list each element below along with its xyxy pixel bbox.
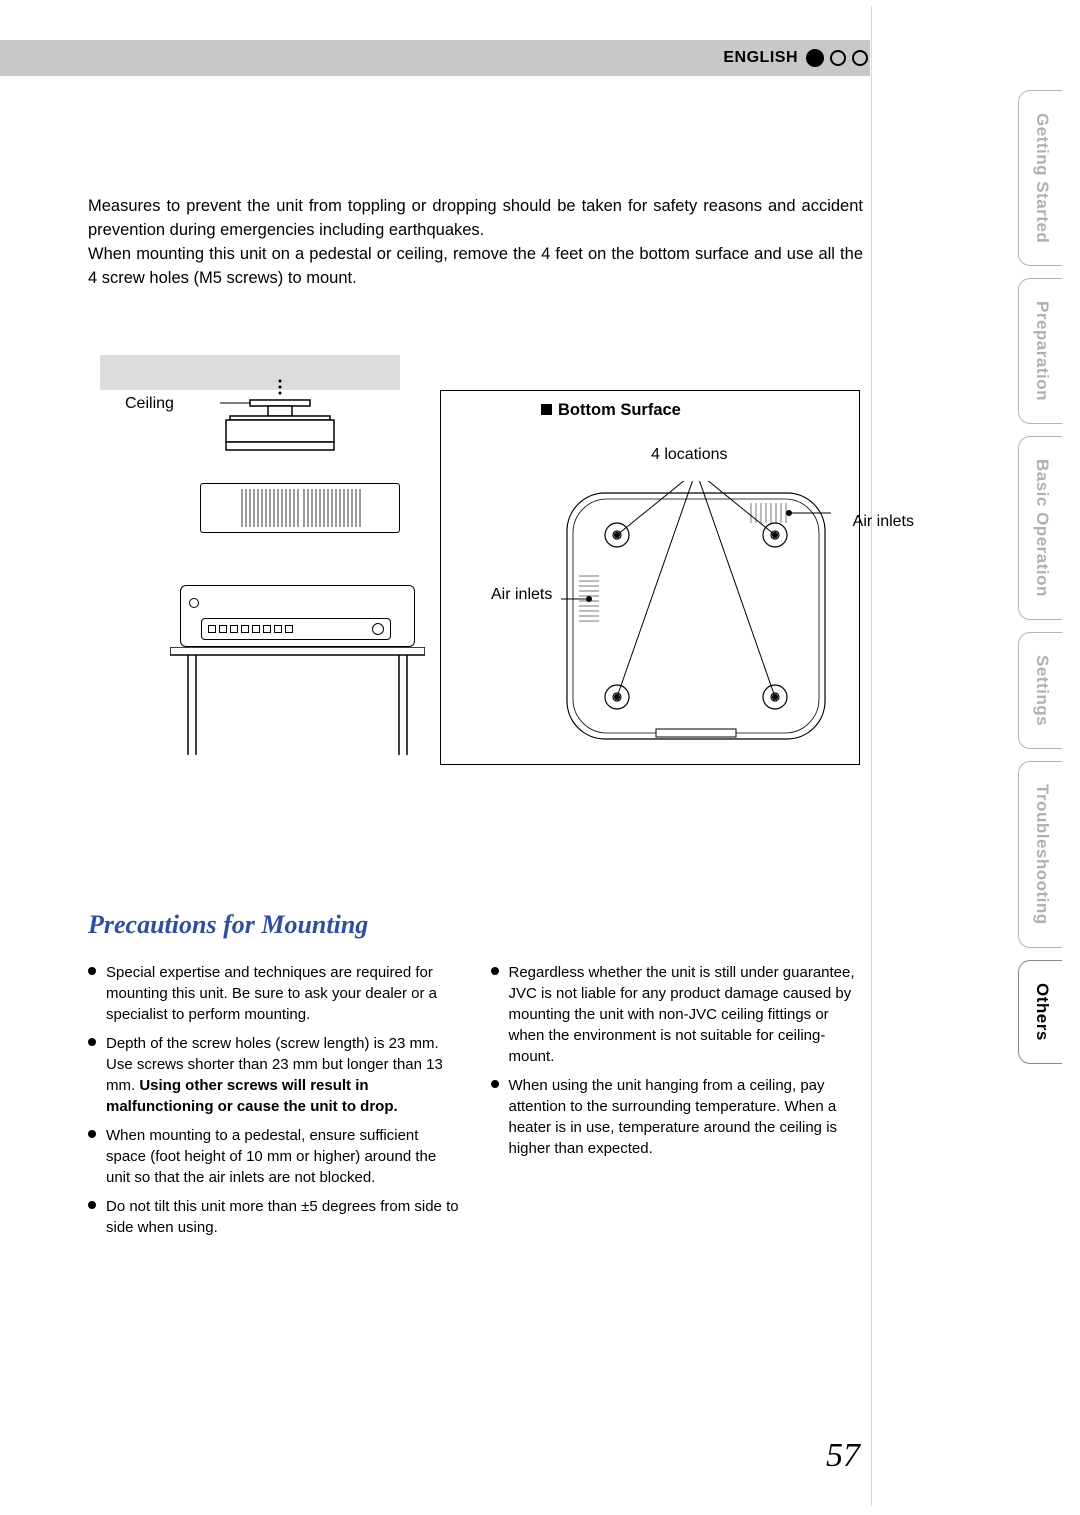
tab-troubleshooting[interactable]: Troubleshooting <box>1018 761 1062 948</box>
section-title: Precautions for Mounting <box>88 910 863 940</box>
list-item: Do not tilt this unit more than ±5 degre… <box>88 1196 461 1238</box>
tab-getting-started[interactable]: Getting Started <box>1018 90 1062 266</box>
pedestal-mount-figure <box>180 585 415 760</box>
intro-paragraph-2: When mounting this unit on a pedestal or… <box>88 243 863 291</box>
language-dots <box>806 49 868 67</box>
dot-empty-icon <box>830 50 846 66</box>
ceiling-label: Ceiling <box>125 395 174 413</box>
lens-icon <box>189 598 199 608</box>
list-item: When mounting to a pedestal, ensure suff… <box>88 1125 461 1188</box>
list-item: When using the unit hanging from a ceili… <box>491 1075 864 1159</box>
precautions-section: Precautions for Mounting Special experti… <box>88 910 863 1246</box>
four-locations-label: 4 locations <box>651 446 728 464</box>
language-indicator: ENGLISH <box>723 40 868 76</box>
list-item: Special expertise and techniques are req… <box>88 962 461 1025</box>
intro-paragraph-1: Measures to prevent the unit from toppli… <box>88 195 863 243</box>
projector-ceiling-icon <box>200 483 400 533</box>
left-column: Special expertise and techniques are req… <box>88 962 461 1246</box>
ceiling-bracket-icon <box>220 375 400 495</box>
mounting-diagram: Ceiling <box>100 355 860 785</box>
manual-page: ENGLISH Measures to prevent the unit fro… <box>0 0 1080 1515</box>
tab-settings[interactable]: Settings <box>1018 632 1062 749</box>
tab-basic-operation[interactable]: Basic Operation <box>1018 436 1062 620</box>
air-inlets-left-label: Air inlets <box>491 586 552 604</box>
list-item: Depth of the screw holes (screw length) … <box>88 1033 461 1117</box>
projector-front-icon <box>180 585 415 647</box>
pedestal-table-icon <box>170 647 425 757</box>
bottom-surface-callout: Bottom Surface 4 locations Air inlets Ai… <box>440 390 860 765</box>
side-tabs: Getting Started Preparation Basic Operat… <box>1018 90 1062 1064</box>
ceiling-mount-figure: Ceiling <box>100 375 400 565</box>
vertical-rule <box>871 6 872 1506</box>
vent-icon <box>303 489 361 527</box>
control-panel-icon <box>201 618 391 640</box>
two-column-layout: Special expertise and techniques are req… <box>88 962 863 1246</box>
air-inlets-right-label: Air inlets <box>853 513 914 531</box>
vent-icon <box>241 489 299 527</box>
bottom-surface-title: Bottom Surface <box>541 401 681 420</box>
page-number: 57 <box>826 1437 860 1475</box>
right-column: Regardless whether the unit is still und… <box>491 962 864 1246</box>
tab-preparation[interactable]: Preparation <box>1018 278 1062 424</box>
dot-filled-icon <box>806 49 824 67</box>
intro-text-block: Measures to prevent the unit from toppli… <box>88 195 863 291</box>
bottom-surface-icon <box>561 481 831 751</box>
dot-empty-icon <box>852 50 868 66</box>
tab-others[interactable]: Others <box>1018 960 1062 1064</box>
language-label: ENGLISH <box>723 49 798 67</box>
list-item: Regardless whether the unit is still und… <box>491 962 864 1067</box>
